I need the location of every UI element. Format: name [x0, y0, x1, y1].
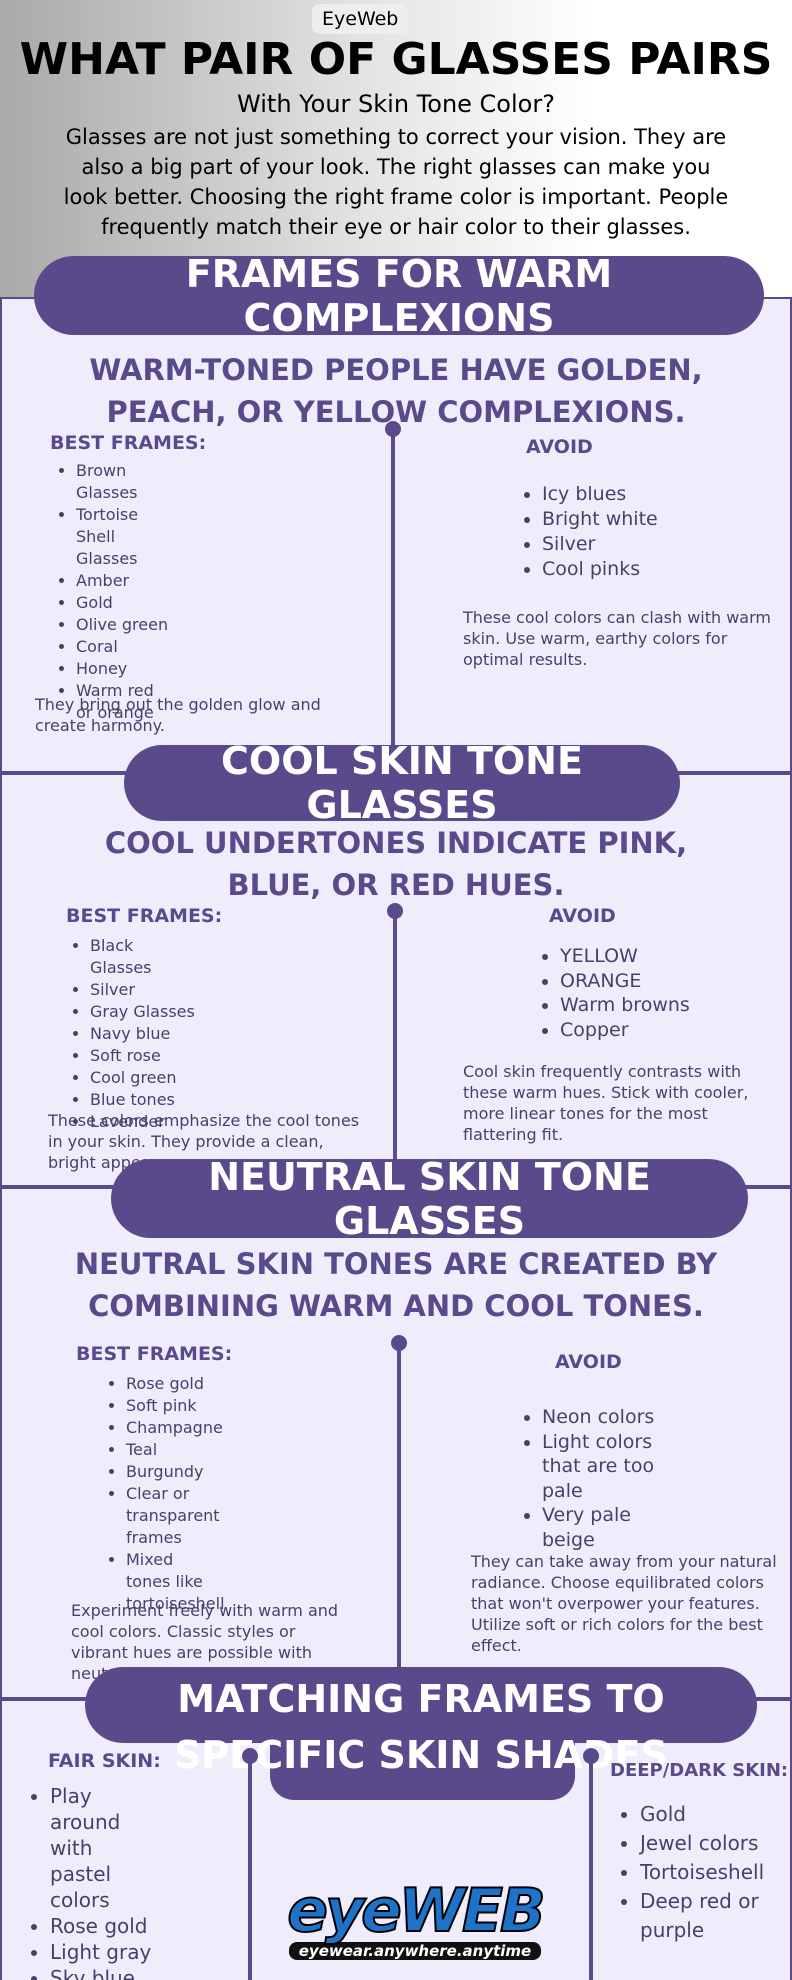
list: GoldJewel colorsTortoiseshellDeep red or… — [618, 1800, 788, 1945]
list-item: Blue tones — [90, 1089, 198, 1111]
list-item: Champagne — [126, 1417, 223, 1439]
divider — [393, 909, 397, 1160]
best-label: BEST FRAMES: — [76, 1343, 233, 1365]
list-item: Silver — [542, 532, 720, 557]
divider-dot — [583, 1748, 599, 1764]
list-item: Play around with pastel colors — [50, 1783, 158, 1913]
list-item: Light gray — [50, 1939, 158, 1965]
fair-label: FAIR SKIN: — [48, 1750, 161, 1772]
list-item: Sky blue — [50, 1965, 158, 1980]
list-item: Brown Glasses — [76, 460, 174, 504]
best-label: BEST FRAMES: — [66, 905, 223, 927]
section-subheading: COOL UNDERTONES INDICATE PINK, BLUE, OR … — [104, 826, 688, 902]
best-note: These colors emphasize the cool tones in… — [48, 1111, 360, 1172]
title: WHAT PAIR OF GLASSES PAIRS — [19, 34, 773, 85]
list-item: Cool pinks — [542, 557, 720, 582]
list: Play around with pastel colorsRose goldL… — [28, 1783, 158, 1980]
list: Rose goldSoft pinkChampagneTealBurgundyC… — [104, 1373, 225, 1615]
logo-brand: eyeWEB — [259, 1879, 571, 1943]
logo-brand-left: eye — [286, 1876, 402, 1946]
section-heading: FRAMES FOR WARM COMPLEXIONS — [34, 252, 764, 340]
badge: EyeWeb — [312, 4, 409, 34]
list-item: Burgundy — [126, 1461, 214, 1483]
list-item: Teal — [126, 1439, 214, 1461]
list-item: Warm browns — [560, 993, 738, 1018]
best-note: They bring out the golden glow and creat… — [35, 695, 321, 735]
list-item: Warm red or orange — [76, 680, 174, 724]
list-item: ORANGE — [560, 969, 738, 994]
avoid-label: AVOID — [555, 1351, 622, 1373]
list-item: Soft rose — [90, 1045, 198, 1067]
intro: Glasses are not just something to correc… — [63, 125, 729, 239]
list-item: Tortoiseshell — [640, 1858, 788, 1887]
list-item: Navy blue — [90, 1023, 198, 1045]
divider — [391, 427, 395, 745]
section-heading: NEUTRAL SKIN TONE GLASSES — [111, 1155, 748, 1243]
list-item: Rose gold — [126, 1373, 214, 1395]
list-item: Very pale beige — [542, 1503, 680, 1552]
best-label: BEST FRAMES: — [50, 432, 207, 454]
section-box — [0, 297, 792, 773]
section-heading: COOL SKIN TONE GLASSES — [124, 739, 680, 827]
list-item: Gray Glasses — [90, 1001, 198, 1023]
logo-brand-right: WEB — [398, 1876, 547, 1946]
divider-dot — [391, 1335, 407, 1351]
list: Icy bluesBright whiteSilverCool pinks — [520, 482, 720, 582]
best-note: Experiment freely with warm and cool col… — [71, 1601, 339, 1683]
section-subheading: WARM-TONED PEOPLE HAVE GOLDEN, PEACH, OR… — [89, 353, 703, 429]
divider-dot — [242, 1748, 258, 1764]
list-item: Olive green — [76, 614, 174, 636]
deep-label: DEEP/DARK SKIN: — [610, 1760, 789, 1781]
list: Neon colorsLight colors that are too pal… — [520, 1405, 680, 1552]
list-item: Neon colors — [542, 1405, 680, 1430]
list: YELLOWORANGEWarm brownsCopper — [538, 944, 738, 1042]
list-item: Rose gold — [50, 1913, 158, 1939]
divider — [248, 1755, 252, 1980]
avoid-note: These cool colors can clash with warm sk… — [463, 608, 771, 669]
list-item: Coral — [76, 636, 174, 658]
list-item: Lavender — [90, 1111, 198, 1133]
list-item: Amber — [76, 570, 174, 592]
section-heading: MATCHING FRAMES TO SPECIFIC SKIN SHADES — [174, 1677, 668, 1777]
avoid-label: AVOID — [526, 436, 593, 458]
avoid-label: AVOID — [549, 905, 616, 927]
logo-tagline: eyewear.anywhere.anytime — [289, 1942, 541, 1960]
list: Brown GlassesTortoise Shell GlassesAmber… — [54, 460, 174, 724]
list-item: Black Glasses — [90, 935, 198, 979]
list-item: Copper — [560, 1018, 738, 1043]
list-item: Tortoise Shell Glasses — [76, 504, 174, 570]
divider — [589, 1755, 593, 1980]
list-item: Silver — [90, 979, 198, 1001]
list-item: Soft pink — [126, 1395, 214, 1417]
avoid-note: Cool skin frequently contrasts with thes… — [463, 1062, 749, 1144]
list-item: Deep red or purple — [640, 1887, 788, 1945]
section-subheading: NEUTRAL SKIN TONES ARE CREATED BY COMBIN… — [74, 1247, 718, 1323]
list-item: Clear or transparent frames — [126, 1483, 220, 1549]
list-item: Bright white — [542, 507, 720, 532]
avoid-note: They can take away from your natural rad… — [471, 1552, 777, 1655]
logo: eyeWEB eyewear.anywhere.anytime — [259, 1879, 571, 1960]
divider — [397, 1341, 401, 1667]
list-item: Icy blues — [542, 482, 720, 507]
list-item: Cool green — [90, 1067, 198, 1089]
list-item: Gold — [76, 592, 174, 614]
list: Black GlassesSilverGray GlassesNavy blue… — [68, 935, 198, 1133]
subtitle: With Your Skin Tone Color? — [237, 90, 555, 118]
list-item: Light colors that are too pale — [542, 1430, 680, 1504]
list-item: YELLOW — [560, 944, 738, 969]
pill-upper — [85, 1667, 757, 1743]
divider-dot — [385, 421, 401, 437]
list-item: Jewel colors — [640, 1829, 788, 1858]
list-item: Gold — [640, 1800, 788, 1829]
list-item: Honey — [76, 658, 174, 680]
divider-dot — [387, 903, 403, 919]
list-item: Mixed tones like tortoiseshell — [126, 1549, 225, 1615]
